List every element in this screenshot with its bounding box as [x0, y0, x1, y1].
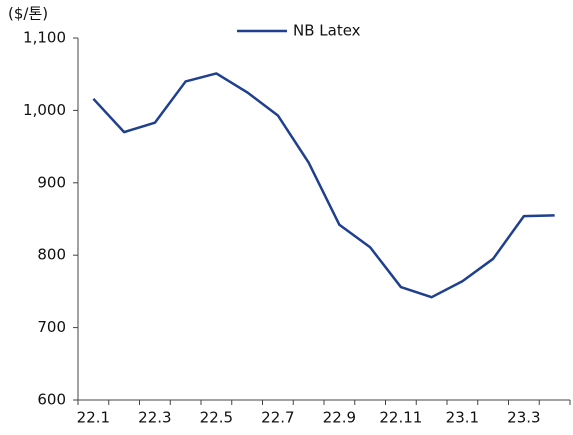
x-tick-label: 22.11 [379, 409, 422, 427]
y-tick-label: 1,100 [23, 29, 66, 47]
x-tick-label: 22.5 [200, 409, 233, 427]
y-tick-label: 1,000 [23, 101, 66, 119]
y-tick-label: 900 [37, 173, 66, 191]
y-tick-label: 600 [37, 391, 66, 409]
y-tick-label: 800 [37, 246, 66, 264]
x-tick-label: 22.7 [261, 409, 294, 427]
x-tick-label: 22.9 [323, 409, 356, 427]
x-tick-label: 22.3 [138, 409, 171, 427]
x-tick-label: 22.1 [77, 409, 110, 427]
data-line [92, 72, 555, 299]
legend-label: NB Latex [293, 22, 361, 40]
x-tick-label: 23.1 [446, 409, 479, 427]
y-tick-label: 700 [37, 318, 66, 336]
y-axis-label: ($/톤) [8, 5, 48, 23]
x-tick-label: 23.3 [507, 409, 540, 427]
